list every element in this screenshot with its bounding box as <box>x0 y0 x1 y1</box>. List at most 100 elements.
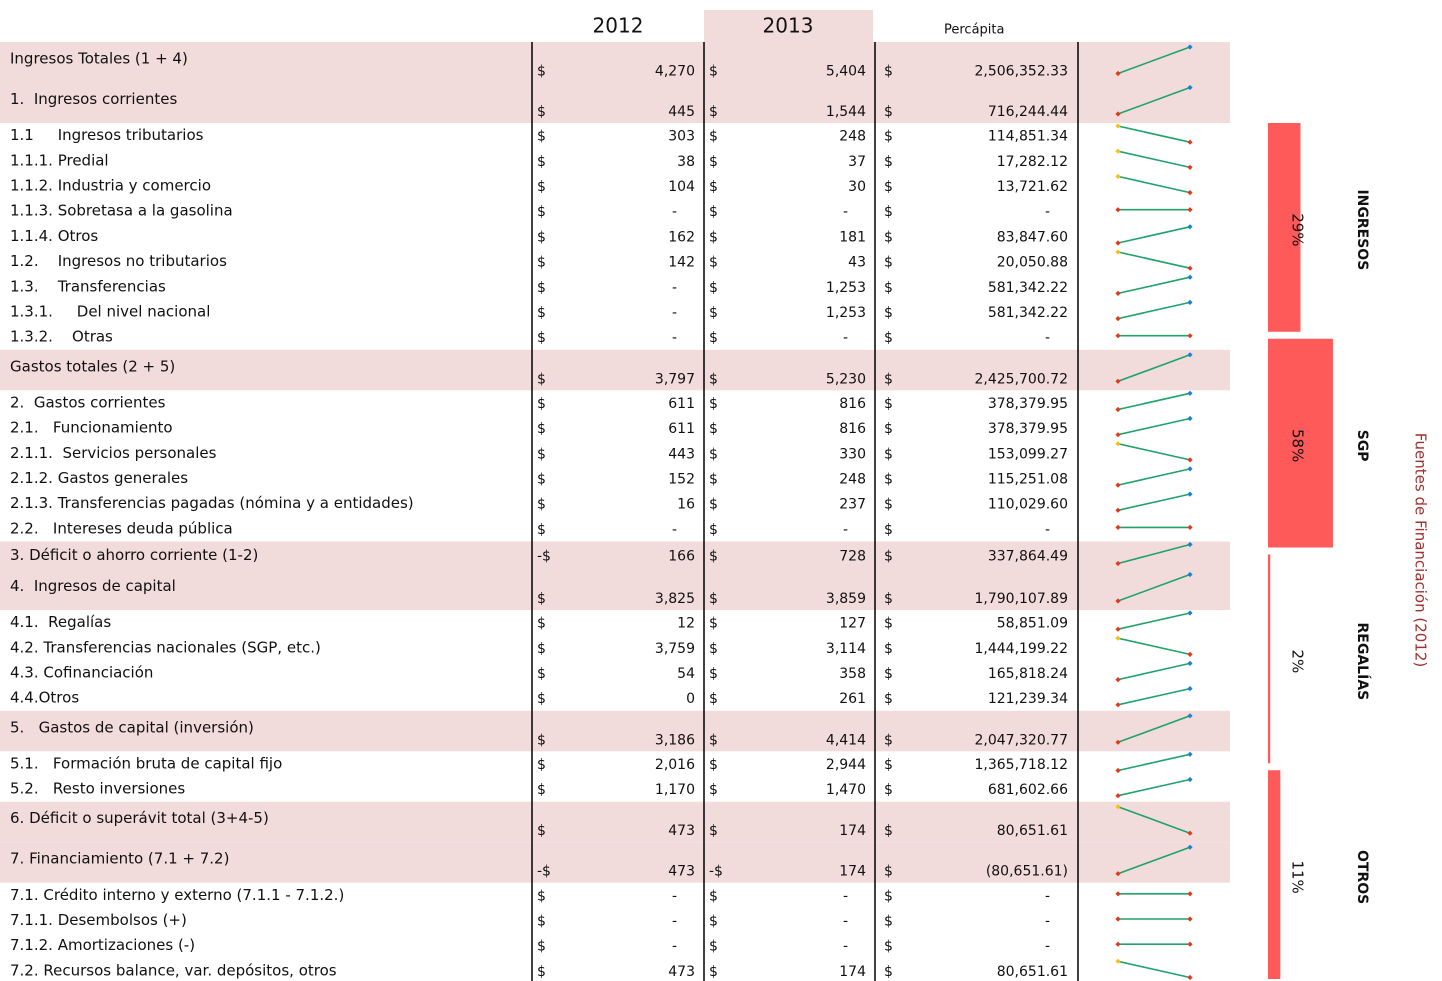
row-label: 1.1.4. Otros <box>10 227 98 245</box>
amount: - <box>1045 888 1050 904</box>
sparkline <box>1117 175 1191 194</box>
currency-sign: $ <box>709 782 718 798</box>
sparkline <box>1117 846 1191 875</box>
currency-sign: $ <box>884 129 893 145</box>
row-label: 3. Déficit o ahorro corriente (1-2) <box>10 546 258 564</box>
amount: 174 <box>839 964 866 980</box>
spark-marker <box>1187 84 1193 91</box>
amount: 43 <box>848 255 866 271</box>
bar <box>1268 338 1333 548</box>
sparkline <box>1117 715 1191 744</box>
amount: 248 <box>839 129 866 145</box>
spark-marker <box>1187 207 1193 213</box>
currency-sign: $ <box>537 129 546 145</box>
sparkline <box>1117 301 1191 320</box>
row-label: 2.1.3. Transferencias pagadas (nómina y … <box>10 494 414 512</box>
row-label: 4.1. Regalías <box>10 613 111 631</box>
currency-sign: $ <box>884 497 893 513</box>
spark-marker <box>1187 352 1193 358</box>
amount: - <box>672 914 677 930</box>
amount: 2,047,320.77 <box>974 732 1068 748</box>
amount: 1,253 <box>826 280 866 296</box>
currency-sign: $ <box>537 472 546 488</box>
sparkline <box>1117 543 1191 565</box>
spark-marker <box>1187 491 1193 497</box>
row-label: 7. Financiamiento (7.1 + 7.2) <box>10 850 229 868</box>
category-label: SGP <box>1354 430 1370 462</box>
currency-sign: $ <box>884 864 893 880</box>
amount: - <box>672 204 677 220</box>
row-label: 2.1.1. Servicios personales <box>10 444 217 462</box>
amount: 330 <box>839 446 866 462</box>
amount: 4,270 <box>655 64 695 80</box>
currency-sign: $ <box>709 64 718 80</box>
currency-sign: $ <box>709 914 718 930</box>
spark-marker <box>1115 598 1121 604</box>
currency-sign: $ <box>884 446 893 462</box>
row-label: 5.1. Formación bruta de capital fijo <box>10 754 282 772</box>
currency-sign: $ <box>884 179 893 195</box>
row-label: 1.2. Ingresos no tributarios <box>10 252 227 270</box>
amount: 611 <box>668 396 695 412</box>
amount: 115,251.08 <box>988 472 1068 488</box>
row-label: Gastos totales (2 + 5) <box>10 357 175 375</box>
row-highlight <box>0 349 1230 391</box>
currency-sign: $ <box>884 666 893 682</box>
spark-marker <box>1187 44 1193 50</box>
currency-sign: $ <box>884 757 893 773</box>
currency-sign: $ <box>709 472 718 488</box>
spark-marker <box>1187 751 1193 757</box>
spark-marker <box>1115 941 1121 947</box>
currency-sign: -$ <box>709 864 723 880</box>
sparkline <box>1117 960 1191 979</box>
spark-marker <box>1115 378 1121 384</box>
amount: 17,282.12 <box>997 154 1068 170</box>
spark-marker <box>1187 265 1193 271</box>
amount: 816 <box>839 396 866 412</box>
row-label: 2. Gastos corrientes <box>10 393 166 411</box>
currency-sign: $ <box>709 757 718 773</box>
amount: 162 <box>668 229 695 245</box>
amount: - <box>672 305 677 321</box>
sparkline <box>1117 86 1191 115</box>
currency-sign: $ <box>709 591 718 607</box>
side-chart: 29% INGRESOS 58% SGP 2% REGALÍAS 11% OTROS Fuent… <box>1268 123 1430 979</box>
amount: 13,721.62 <box>997 179 1068 195</box>
spark-marker <box>1115 148 1121 154</box>
spark-marker <box>1115 173 1121 179</box>
sparkline <box>1117 612 1191 630</box>
currency-sign: $ <box>884 782 893 798</box>
spark-marker <box>1187 466 1193 472</box>
spark-marker <box>1187 844 1193 850</box>
currency-sign: $ <box>709 888 718 904</box>
spark-marker <box>1115 677 1121 683</box>
row-label: 7.1.2. Amortizaciones (-) <box>10 936 195 954</box>
currency-sign: $ <box>884 255 893 271</box>
amount: 445 <box>668 104 695 120</box>
category-label: REGALÍAS <box>1354 623 1371 701</box>
currency-sign: $ <box>537 104 546 120</box>
sparkline <box>1117 354 1191 383</box>
amount: 378,379.95 <box>988 421 1068 437</box>
currency-sign: $ <box>709 280 718 296</box>
spark-marker <box>1115 560 1121 567</box>
amount: 142 <box>668 255 695 271</box>
sparkline <box>1117 251 1191 269</box>
currency-sign: $ <box>537 179 546 195</box>
currency-sign: $ <box>884 154 893 170</box>
currency-sign: $ <box>537 64 546 80</box>
sparkline <box>1117 637 1191 656</box>
amount: 127 <box>839 616 866 632</box>
amount: - <box>843 330 848 346</box>
sparkline <box>1117 226 1191 244</box>
spark-marker <box>1187 610 1193 616</box>
category-label: INGRESOS <box>1354 189 1370 270</box>
amount: 181 <box>839 229 866 245</box>
sparkline <box>1117 662 1191 681</box>
row-label: 1.1.2. Industria y comercio <box>10 177 211 195</box>
currency-sign: $ <box>884 888 893 904</box>
amount: - <box>1045 939 1050 955</box>
row-label: 1.1 Ingresos tributarios <box>10 126 204 144</box>
spark-marker <box>1187 274 1193 280</box>
